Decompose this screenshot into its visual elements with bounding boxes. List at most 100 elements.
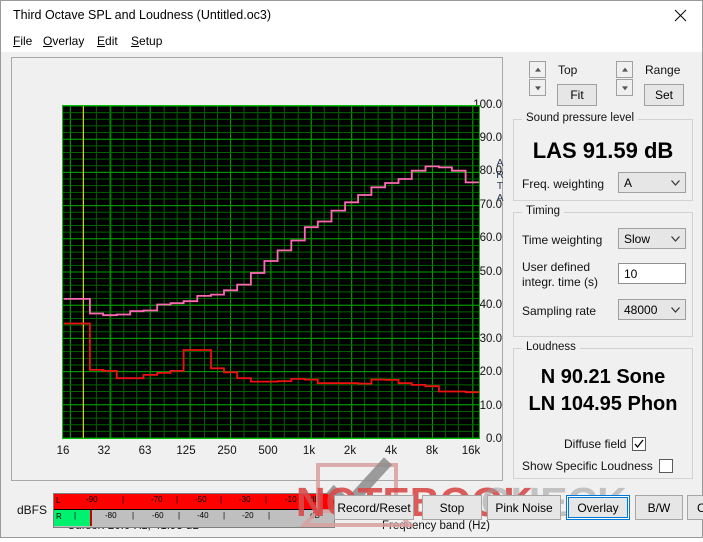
x-tick-label: 16k — [461, 445, 481, 457]
diffuse-field-checkbox[interactable] — [632, 437, 647, 451]
meter-tick-mark: | — [223, 511, 226, 520]
meter-row-left: L -90 | -70 | -50 | -30 | -10 dB — [54, 494, 334, 510]
meter-tick-mark: | — [220, 495, 223, 504]
timing-group-title: Timing — [522, 205, 565, 217]
y-tick-label: 40.0 — [479, 299, 502, 311]
specific-loudness-checkbox[interactable] — [658, 459, 673, 473]
range-spinner[interactable] — [616, 61, 633, 97]
freq-weighting-select[interactable]: A — [618, 172, 686, 193]
x-tick-label: 32 — [97, 445, 111, 457]
diffuse-field-row[interactable]: Diffuse field — [564, 437, 647, 451]
sampling-rate-value: 48000 — [624, 302, 658, 317]
timing-group: Timing Time weighting Slow User defined … — [513, 205, 693, 337]
top-spinner-down[interactable] — [529, 79, 546, 96]
y-tick-label: 30.0 — [479, 333, 502, 345]
top-spinner-up[interactable] — [529, 61, 546, 78]
specific-loudness-label: Show Specific Loudness — [522, 459, 653, 473]
menu-item-file[interactable]: File — [13, 34, 33, 48]
menu-item-edit[interactable]: Edit — [97, 34, 118, 48]
meter-tick: -10 — [285, 495, 297, 504]
specific-loudness-row[interactable]: Show Specific Loudness — [522, 459, 673, 473]
spl-value: LAS 91.59 dB — [532, 138, 674, 163]
diffuse-field-label: Diffuse field — [564, 437, 627, 451]
time-weighting-value: Slow — [624, 231, 651, 246]
record-reset-button[interactable]: Record/Reset — [334, 495, 414, 520]
meter-row-right: R | -80 | -60 | -40 | -20 | dB — [54, 510, 334, 526]
menu-item-overlay[interactable]: Overlay — [43, 34, 85, 48]
y-tick-label: 60.0 — [479, 232, 502, 244]
chevron-down-icon — [665, 179, 685, 186]
loudness-group: Loudness N 90.21 Sone LN 104.95 Phon Dif… — [513, 341, 693, 479]
level-meter-panel: dBFS L -90 | -70 | -50 | -30 | -10 dB R … — [11, 489, 341, 533]
window-title: Third Octave SPL and Loudness (Untitled.… — [13, 8, 272, 22]
range-spinner-up[interactable] — [616, 61, 633, 78]
integr-time-input[interactable]: 10 — [618, 263, 686, 284]
graph-panel: dB Third octave SPL 100.0 90.0 80.0 70.0… — [11, 57, 504, 532]
top-label: Top — [558, 63, 578, 77]
meter-tick: -40 — [197, 511, 209, 520]
freq-weighting-label: Freq. weighting — [522, 177, 605, 191]
set-button[interactable]: Set — [644, 84, 684, 106]
right-control-column: Top Fit Range Set Sound pressure level L… — [509, 57, 697, 481]
range-spinner-down[interactable] — [616, 79, 633, 96]
integr-time-label-line1: User defined — [522, 260, 591, 274]
dbfs-label: dBFS — [17, 503, 48, 517]
meter-tick-mark: | — [176, 495, 179, 504]
meter-tick-mark: | — [132, 511, 135, 520]
y-tick-label: 90.0 — [479, 132, 502, 144]
loudness-sone-value: N 90.21 Sone — [540, 366, 666, 388]
x-tick-label: 250 — [217, 445, 237, 457]
top-spinner[interactable] — [529, 61, 546, 97]
sampling-rate-select[interactable]: 48000 — [618, 299, 686, 320]
meter-tick: -20 — [242, 511, 254, 520]
bw-button[interactable]: B/W — [635, 495, 683, 520]
x-axis-title: Frequency band (Hz) — [381, 520, 490, 532]
y-tick-label: 100.0 — [473, 99, 502, 111]
title-bar: Third Octave SPL and Loudness (Untitled.… — [1, 1, 702, 31]
spl-group-title: Sound pressure level — [522, 112, 639, 124]
pink-noise-button[interactable]: Pink Noise — [487, 495, 561, 520]
meter-right-fill — [54, 510, 90, 526]
y-tick-label: 50.0 — [479, 266, 502, 278]
x-tick-label: 2k — [343, 445, 357, 457]
meter-tick: -60 — [152, 511, 164, 520]
x-tick-label: 1k — [302, 445, 316, 457]
sampling-rate-label: Sampling rate — [522, 304, 597, 318]
meter-tick-mark: | — [122, 495, 125, 504]
time-weighting-select[interactable]: Slow — [618, 228, 686, 249]
loudness-phon-value: LN 104.95 Phon — [528, 393, 678, 415]
fit-button[interactable]: Fit — [557, 84, 597, 106]
integr-time-label-line2: integr. time (s) — [522, 275, 599, 289]
meter-right-channel: R — [56, 512, 62, 521]
x-tick-label: 8k — [425, 445, 439, 457]
copy-button[interactable]: Copy — [687, 495, 703, 520]
meter-tick-mark: | — [265, 495, 268, 504]
overlay-button[interactable]: Overlay — [566, 495, 630, 520]
meter-db-label: dB — [310, 511, 320, 520]
spl-chart[interactable] — [62, 105, 480, 439]
loudness-group-title: Loudness — [522, 341, 580, 353]
meter-tick: -90 — [86, 495, 98, 504]
y-tick-label: 0.0 — [486, 433, 502, 445]
meter-tick: -30 — [239, 495, 251, 504]
meter-db-label: dB — [310, 495, 320, 504]
meter-tick: -50 — [195, 495, 207, 504]
menu-bar: File Overlay Edit Setup — [1, 30, 702, 52]
level-meter[interactable]: L -90 | -70 | -50 | -30 | -10 dB R | -80… — [53, 493, 335, 528]
meter-tick: -70 — [151, 495, 163, 504]
meter-tick-mark: | — [178, 511, 181, 520]
x-tick-label: 16 — [56, 445, 70, 457]
freq-weighting-value: A — [624, 175, 633, 190]
menu-item-setup[interactable]: Setup — [131, 34, 163, 48]
meter-right-peak — [90, 510, 92, 526]
stop-button[interactable]: Stop — [422, 495, 482, 520]
chevron-down-icon — [665, 306, 685, 313]
close-icon[interactable] — [658, 1, 702, 30]
y-tick-label: 10.0 — [479, 400, 502, 412]
y-tick-label: 70.0 — [479, 199, 502, 211]
x-tick-label: 63 — [138, 445, 152, 457]
chart-canvas — [63, 106, 479, 438]
spl-group: Sound pressure level LAS 91.59 dB Freq. … — [513, 112, 693, 201]
